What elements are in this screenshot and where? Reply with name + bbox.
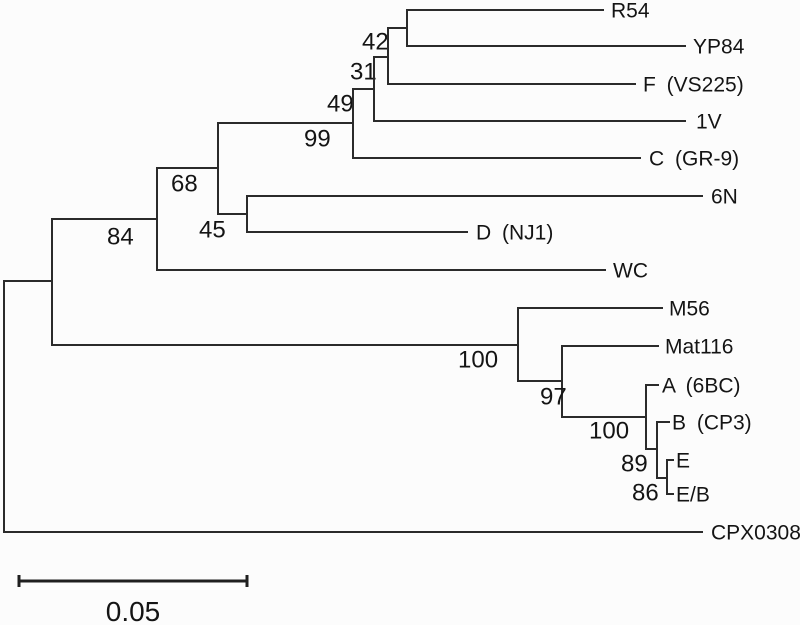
leaf-label-e: E	[676, 449, 690, 472]
leaf-label-wc: WC	[613, 259, 648, 282]
leaf-label-6n: 6N	[711, 185, 738, 208]
leaf-label-yp84: YP84	[693, 35, 745, 58]
bootstrap-label-6-84: 84	[107, 224, 134, 251]
bootstrap-label-8-100: 100	[458, 347, 498, 374]
bootstrap-label-5-45: 45	[199, 217, 226, 244]
leaf-label-f-vs225: F (VS225)	[643, 73, 744, 96]
bootstrap-label-9-97: 97	[540, 384, 567, 411]
leaf-label-a-6bc: A (6BC)	[662, 374, 741, 397]
scale-bar-label: 0.05	[106, 596, 161, 625]
bootstrap-label-11-89: 89	[621, 451, 648, 478]
bootstrap-label-12-86: 86	[632, 480, 659, 507]
leaf-label-mat116: Mat116	[665, 335, 734, 358]
bootstrap-label-4-68: 68	[171, 171, 198, 198]
bootstrap-label-10-100: 100	[589, 418, 629, 445]
bootstrap-label-1-31: 31	[350, 59, 377, 86]
leaf-label-b-cp3: B (CP3)	[672, 411, 752, 434]
bootstrap-label-0-42: 42	[362, 29, 389, 56]
leaf-label-e-b: E/B	[676, 483, 710, 506]
leaf-label-r54: R54	[611, 0, 650, 22]
leaf-label-cpx0308: CPX0308	[711, 521, 800, 544]
bootstrap-label-3-99: 99	[304, 126, 331, 153]
bootstrap-label-2-49: 49	[327, 91, 354, 118]
leaf-label-d-nj1: D (NJ1)	[476, 221, 553, 244]
leaf-label-m56: M56	[669, 297, 710, 320]
leaf-label-1v: 1V	[696, 110, 722, 133]
leaf-label-c-gr-9: C (GR-9)	[649, 147, 739, 170]
